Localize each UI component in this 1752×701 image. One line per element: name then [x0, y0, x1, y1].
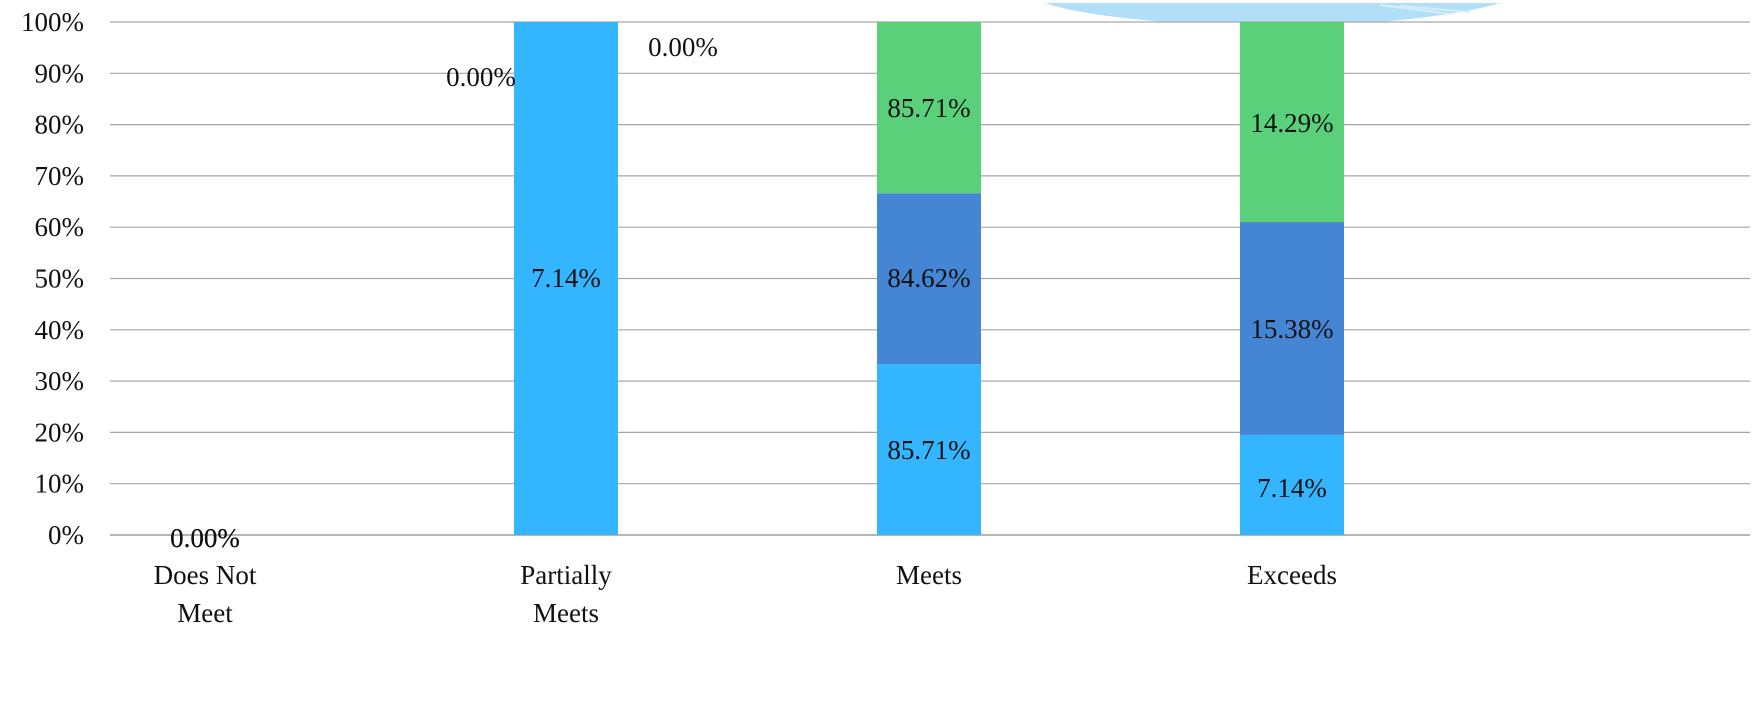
x-axis-categories: Does Not Meet Partially Meets Meets Exceeds: [154, 560, 1337, 628]
data-label: 0.00%: [170, 523, 240, 553]
y-tick-label: 90%: [35, 58, 85, 88]
bar-segment: [1240, 222, 1344, 435]
x-category-label: Partially: [520, 560, 612, 590]
data-label: 7.14%: [1257, 473, 1327, 503]
bar-segment: [514, 22, 618, 535]
y-axis-ticks: 0% 10% 20% 30% 40% 50% 60% 70% 80% 90% 100%: [21, 7, 84, 550]
x-category-label: Meets: [896, 560, 962, 590]
decoration-layer: [1045, 3, 1500, 22]
data-label: 7.14%: [531, 263, 601, 293]
bar-segment: [877, 22, 981, 194]
y-tick-label: 20%: [35, 417, 85, 447]
bars: [514, 22, 1344, 535]
data-label: 0.00%: [170, 523, 240, 553]
y-tick-label: 0%: [48, 520, 84, 550]
y-tick-label: 40%: [35, 315, 85, 345]
y-tick-label: 100%: [21, 7, 84, 37]
data-label: 84.62%: [887, 263, 970, 293]
data-label: 0.00%: [446, 62, 516, 92]
bar-segment: [877, 193, 981, 365]
x-category-label: Meet: [177, 598, 233, 628]
decorative-shape-highlight: [1379, 4, 1471, 15]
y-tick-label: 10%: [35, 469, 85, 499]
data-label: 85.71%: [887, 435, 970, 465]
y-tick-label: 60%: [35, 212, 85, 242]
y-tick-label: 50%: [35, 264, 85, 294]
data-label: 14.29%: [1250, 108, 1333, 138]
x-category-label: Meets: [533, 598, 599, 628]
y-tick-label: 30%: [35, 366, 85, 396]
bar-segment: [1240, 22, 1344, 223]
bar-segment: [1240, 434, 1344, 535]
y-tick-label: 80%: [35, 110, 85, 140]
data-label: 85.71%: [887, 93, 970, 123]
data-label: 0.00%: [170, 523, 240, 553]
x-category-label: Exceeds: [1247, 560, 1337, 590]
data-label: 15.38%: [1250, 314, 1333, 344]
decorative-shape: [1045, 3, 1500, 22]
x-category-label: Does Not: [154, 560, 257, 590]
data-labels: 0.00% 7.14% 85.71% 7.14% 0.00% 0.00% 84.62% 15.…: [170, 32, 1334, 553]
y-tick-label: 70%: [35, 161, 85, 191]
bar-segment: [877, 364, 981, 535]
data-label: 0.00%: [648, 32, 718, 62]
